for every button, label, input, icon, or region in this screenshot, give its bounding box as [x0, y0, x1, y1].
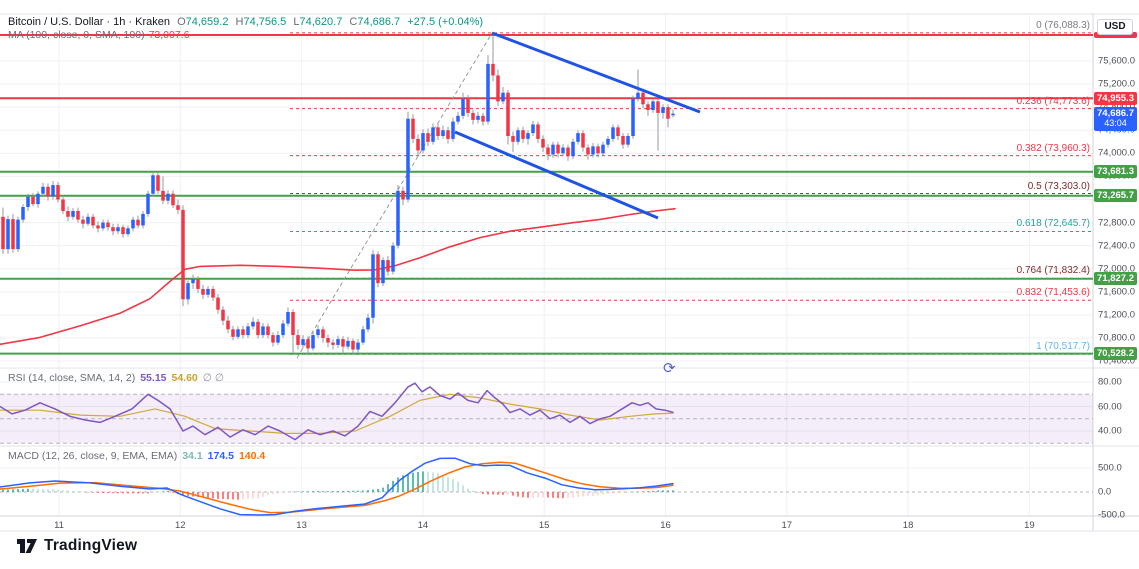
time-axis-label: 18 — [902, 520, 914, 531]
change-value: +27.5 (+0.04%) — [407, 16, 484, 28]
fib-level-label: 0.5 (73,303.0) — [1027, 180, 1090, 192]
bar-countdown: 43:04 — [1104, 118, 1127, 129]
time-axis-label: 19 — [1024, 520, 1035, 531]
ohlc-low-value: 74,620.7 — [299, 16, 343, 28]
price-axis-label: 74,000.0 — [1098, 147, 1135, 159]
macd-hist-value: 34.1 — [182, 450, 203, 462]
ohlc-low-label: L — [293, 16, 300, 28]
price-axis-label: 75,200.0 — [1098, 78, 1135, 90]
replay-icon[interactable]: ⟳ — [663, 360, 676, 377]
ma-line — [0, 207, 676, 346]
price-axis-label: 70,400.0 — [1098, 355, 1135, 367]
ohlc-open-value: 74,659.2 — [185, 16, 229, 28]
price-badge: 73,265.7 — [1094, 189, 1137, 203]
time-axis-label: 17 — [781, 520, 793, 531]
pane-borders — [0, 13, 1139, 532]
currency-toggle-button[interactable]: USD — [1097, 19, 1133, 35]
ohlc-open-label: O — [177, 16, 186, 28]
rsi-extra-values: ∅ ∅ — [202, 372, 224, 384]
ohlc-high-label: H — [235, 16, 244, 28]
price-axis-label: 74,800.0 — [1098, 102, 1135, 113]
price-badge-value: 73,681.3 — [1097, 166, 1134, 178]
ma-legend-title: MA (100, close, 0, SMA, 100) — [8, 29, 145, 41]
symbol-title: Bitcoin / U.S. Dollar · 1h · Kraken — [8, 16, 171, 28]
price-badge-value: 71,827.2 — [1097, 273, 1134, 285]
macd-pane[interactable] — [0, 457, 1093, 516]
macd-line-value: 174.5 — [207, 450, 234, 462]
ohlc-close-value: 74,686.7 — [357, 16, 401, 28]
price-line-marker — [1094, 32, 1137, 39]
price-badge-value: 73,265.7 — [1097, 190, 1134, 202]
tradingview-logo-icon — [17, 539, 37, 553]
rsi-legend-title: RSI (14, close, SMA, 14, 2) — [8, 372, 136, 384]
fib-level-label: 0.764 (71,832.4) — [1016, 265, 1090, 277]
time-axis-label: 16 — [660, 520, 671, 531]
price-badge-value: 70,528.2 — [1097, 348, 1134, 360]
price-axis-label: 75,600.0 — [1098, 55, 1135, 67]
price-badge: 73,681.3 — [1094, 165, 1137, 179]
rsi-sma-value: 54.60 — [171, 372, 198, 384]
dashed-trendline[interactable] — [296, 32, 493, 359]
price-axis-label: 71,200.0 — [1098, 309, 1135, 321]
trendlines[interactable] — [454, 31, 701, 220]
rsi-axis-label: 80.00 — [1098, 376, 1122, 388]
macd-signal-value: 140.4 — [238, 450, 266, 462]
symbol-legend: Bitcoin / U.S. Dollar · 1h · Kraken O74,… — [8, 16, 483, 28]
rsi-axis-label: 40.00 — [1098, 425, 1122, 437]
candles-layer[interactable] — [1, 32, 675, 356]
macd-axis-label: 500.0 — [1098, 462, 1122, 474]
rsi-legend: RSI (14, close, SMA, 14, 2) 55.15 54.60 ∅ ∅ — [8, 372, 224, 384]
ma-legend: MA (100, close, 0, SMA, 100) 73,007.6 — [8, 29, 189, 41]
price-axis-label: 72,800.0 — [1098, 217, 1135, 229]
time-axis-label: 14 — [417, 520, 429, 531]
price-badge: 71,827.2 — [1094, 272, 1137, 286]
ohlc-high-value: 74,756.5 — [243, 16, 287, 28]
ohlc-close-label: C — [349, 16, 358, 28]
price-badge: 74,955.3 — [1094, 91, 1137, 105]
fib-level-label: 0.832 (71,453.6) — [1016, 287, 1090, 299]
macd-legend-title: MACD (12, 26, close, 9, EMA, EMA) — [8, 450, 178, 462]
price-axis-label: 72,400.0 — [1098, 240, 1135, 252]
fib-level-label: 0.382 (73,960.3) — [1016, 142, 1090, 154]
price-badge-value: 74,955.3 — [1097, 92, 1134, 104]
tradingview-logo[interactable]: TradingView — [16, 536, 137, 556]
fib-level-label: 0.236 (74,773.6) — [1016, 95, 1090, 107]
price-axis-label: 72,000.0 — [1098, 263, 1135, 275]
price-badge: 74,686.7 43:04 — [1094, 107, 1137, 132]
ma-legend-value: 73,007.6 — [148, 29, 190, 41]
macd-axis-label: -500.0 — [1098, 509, 1125, 521]
rsi-axis-label: 60.00 — [1098, 401, 1122, 412]
macd-legend: MACD (12, 26, close, 9, EMA, EMA) 34.1 174… — [8, 450, 265, 462]
tradingview-logo-text: TradingView — [44, 537, 138, 554]
price-axis-label: 71,600.0 — [1098, 286, 1135, 298]
time-axis-label: 11 — [54, 520, 64, 531]
price-badge: 70,528.2 — [1094, 347, 1137, 361]
fib-level-label: 0 (76,088.3) — [1036, 19, 1090, 31]
fib-level-label: 0.618 (72,645.7) — [1016, 218, 1090, 230]
price-badge-value: 74,686.7 — [1097, 108, 1134, 120]
time-axis-label: 12 — [175, 520, 186, 531]
time-axis-label: 15 — [538, 520, 550, 531]
rsi-pane[interactable] — [0, 382, 1093, 444]
time-axis-label: 13 — [296, 520, 307, 531]
macd-axis-label: 0.0 — [1098, 486, 1112, 498]
rsi-value: 55.15 — [140, 372, 167, 384]
price-axis-label: 70,800.0 — [1098, 332, 1135, 344]
fib-level-label: 1 (70,517.7) — [1036, 341, 1090, 353]
